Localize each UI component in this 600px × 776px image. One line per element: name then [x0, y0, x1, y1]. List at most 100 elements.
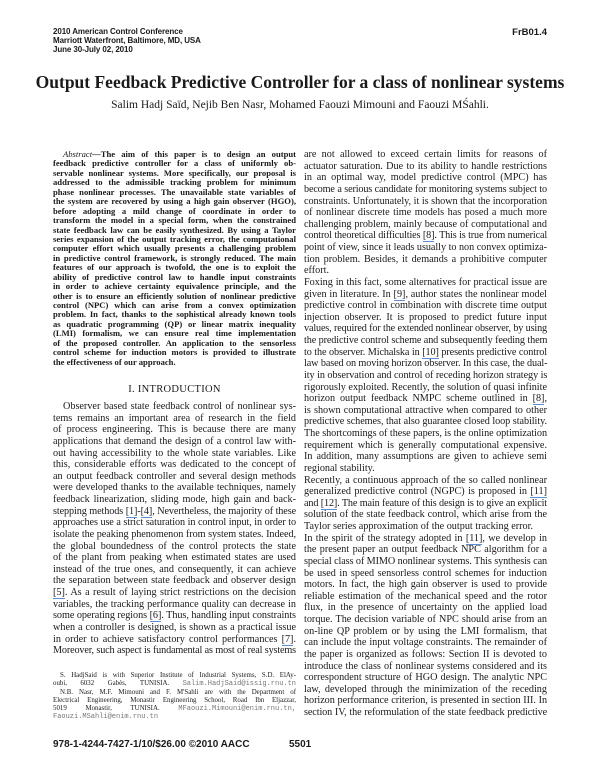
footnote-line: N.B. Nasr, M.F. Mimouni and F. M'Sahli a… [53, 689, 296, 697]
body-line: point of view, since it leads usually to… [304, 242, 547, 253]
abstract-line: control scheme for induction motors is p… [53, 347, 296, 358]
body-line: In the spirit of the strategy adopted in… [304, 532, 547, 545]
abstract-label: Abstract [63, 149, 93, 159]
footnote-text: N.B. Nasr, M.F. Mimouni and F. M'Sahli a… [60, 688, 296, 696]
footnote-text: Electrical Engineering, Monastir Enginee… [53, 696, 296, 704]
body-line: rigorously exploited. Recently, the solu… [304, 381, 547, 393]
abstract-line: other is to ensure an efficiently soluti… [53, 290, 296, 301]
body-line: introduce the class of nonlinear systems… [304, 660, 547, 672]
body-line: Recently, a continuous approach of the s… [304, 474, 547, 486]
body-line: values, required for the extended nonlin… [304, 323, 547, 335]
body-line: of nonlinear discrete time models has po… [304, 207, 547, 219]
body-line: challenging problem, mainly because of c… [304, 218, 547, 230]
abstract-line: addressed to the admissible tracking pro… [53, 177, 296, 188]
body-line: become a serious candidate for monitorin… [304, 183, 547, 195]
body-line: Moreover, such aspect is fundamental as … [53, 645, 296, 657]
body-line: tems remains an important area of resear… [53, 412, 296, 424]
email-link[interactable]: Faouzi.MSahli@enim.rnu.tn [53, 713, 159, 722]
body-line: [5]. As a result of laying strict restri… [53, 587, 296, 599]
citation-link[interactable]: [6] [149, 610, 162, 623]
isbn-copyright: 978-1-4244-7427-1/10/$26.00 ©2010 AACC [53, 739, 250, 750]
body-line: Observer based state feedback control of… [63, 401, 296, 412]
abstract-line: feedback predictive controller for a cla… [53, 158, 296, 169]
abstract: Abstract—The aim of this paper is to des… [53, 149, 296, 367]
body-line: law, developed through the minimization … [304, 683, 547, 695]
abstract-line: computer effort which usually presents a… [53, 243, 296, 254]
citation-link[interactable]: [1] [125, 505, 138, 518]
body-line: and [12]. The main feature of this desig… [304, 497, 547, 510]
body-line: to the observer. Michalska in [10] prese… [304, 346, 547, 359]
body-line: can include the input voltage constraint… [304, 637, 547, 649]
citation-link[interactable]: [12] [320, 497, 338, 510]
body-line: Taylor series approximation of the outpu… [304, 521, 534, 532]
citation-link[interactable]: [8] [532, 393, 545, 406]
body-line: the present paper an output feedback NPC… [304, 544, 547, 556]
body-line: approaches use a strict saturation in co… [53, 517, 296, 529]
citation-link[interactable]: [9] [393, 288, 406, 301]
body-line: were developed thanks to the available t… [53, 482, 296, 494]
body-line: given in literature. In [9], author stat… [304, 288, 548, 301]
footnote-line: Electrical Engineering, Monastir Enginee… [53, 697, 296, 705]
citation-link[interactable]: [4] [140, 505, 153, 518]
citation-link[interactable]: [8] [422, 230, 435, 243]
body-line: predictive control in combination with d… [304, 300, 547, 312]
body-line: solution of the state feedback control, … [304, 509, 547, 521]
body-line: the global boundedness of the control pr… [53, 540, 296, 552]
body-line: In addition, many assumptions are given … [304, 451, 547, 463]
abstract-line: before adopting a mild change of coordin… [53, 205, 296, 216]
abstract-line: in order to achieve certainty equivalenc… [53, 281, 296, 292]
footnote-text: 5019 Monastir, TUNISIA. [53, 705, 179, 713]
body-line: Foxing in this fact, some alternatives f… [304, 276, 547, 288]
body-line: in order to achieve satisfactory control… [53, 633, 296, 646]
conference-dates: June 30-July 02, 2010 [53, 45, 133, 54]
body-line: constraints. Unfortunately, it is shown … [304, 195, 547, 207]
citation-link[interactable]: [7] [281, 633, 294, 646]
body-line: when a controller is designed, is shown … [53, 621, 296, 633]
body-line: of process engineering. This is because … [53, 424, 296, 436]
abstract-line: state feedback law can be easily synthes… [53, 224, 296, 235]
body-line: tion problem. Besides, it demands a proh… [304, 253, 547, 265]
citation-link[interactable]: [11] [530, 486, 547, 499]
footnote-line: oubi, 6032 Gabès, TUNISIA. Salim.HadjSai… [53, 680, 296, 688]
body-line: the paper is organized as follows: Secti… [304, 648, 547, 660]
body-line: reliable estimation of the mechanical sp… [304, 590, 547, 602]
abstract-line: control (NPC) which can arise from a con… [53, 300, 296, 310]
authors: Salim Hadj Saïd, Nejib Ben Nasr, Mohamed… [111, 99, 489, 111]
body-line: the separation between state feedback an… [53, 575, 296, 587]
abstract-line: as quadratic programming (QP) or linear … [53, 318, 296, 329]
body-line: generalized predictive control (NGPC) is… [304, 486, 547, 499]
body-line: stepping methods [1]-[4], Nevertheless, … [53, 505, 296, 518]
body-line: flux, in the presence of uncertainty on … [304, 602, 547, 614]
abstract-line: features of our approach is twofold, the… [53, 262, 296, 273]
abstract-line: the effectiveness of our approach. [53, 356, 176, 367]
conference-venue: Marriott Waterfront, Baltimore, MD, USA [53, 36, 201, 45]
abstract-line: of the proposed controller. An applicati… [53, 337, 296, 348]
abstract-line: Abstract—The aim of this paper is to des… [53, 149, 296, 159]
body-line: instead of the true ones, and consequent… [53, 563, 296, 575]
abstract-line: (LMI) formalism, we can ensure real time… [53, 328, 296, 339]
body-line: the predictive control scheme and subseq… [304, 335, 548, 346]
citation-link[interactable]: [11] [465, 532, 483, 545]
email-link[interactable]: MFaouzi.Mimouni@enim.rnu.tn, [178, 705, 296, 714]
footnote: S. HadjSaid is with Superior Institute o… [53, 672, 296, 722]
right-column-text: are not allowed to exceed certain limits… [304, 149, 548, 719]
footnote-line: 5019 Monastir, TUNISIA. MFaouzi.Mimouni@… [53, 705, 296, 713]
body-line: ity in observation and control of recedi… [304, 369, 548, 381]
citation-link[interactable]: [5] [53, 587, 65, 599]
body-line: is shown computational attractive when c… [304, 404, 547, 416]
body-line: special class of MIMO nonlinear systems.… [304, 555, 547, 567]
abstract-line: series expansion of the output tracking … [53, 233, 296, 244]
body-line: of the plant from peaking when estimated… [53, 552, 296, 564]
body-line: are not allowed to exceed certain limits… [304, 149, 547, 160]
body-line: out having accessibility to the whole st… [53, 447, 296, 459]
abstract-line: in predictive control framework, is stro… [53, 252, 296, 263]
citation-link[interactable]: [10] [422, 346, 439, 359]
abstract-text: —The aim of this paper is to design an o… [92, 149, 296, 159]
email-link[interactable]: Salim.HadjSaid@issig.rnu.tn [182, 680, 296, 689]
body-line: predictive schemes, that also guarantee … [304, 416, 547, 428]
body-line: correspondent structure of HGO design. T… [304, 672, 547, 684]
page-number: 5501 [289, 739, 312, 750]
abstract-line: the system are recovered by using a high… [53, 196, 296, 207]
footnote-text: oubi, 6032 Gabès, TUNISIA. [53, 680, 183, 688]
footnote-text: S. HadjSaid is with Superior Institute o… [60, 672, 296, 679]
